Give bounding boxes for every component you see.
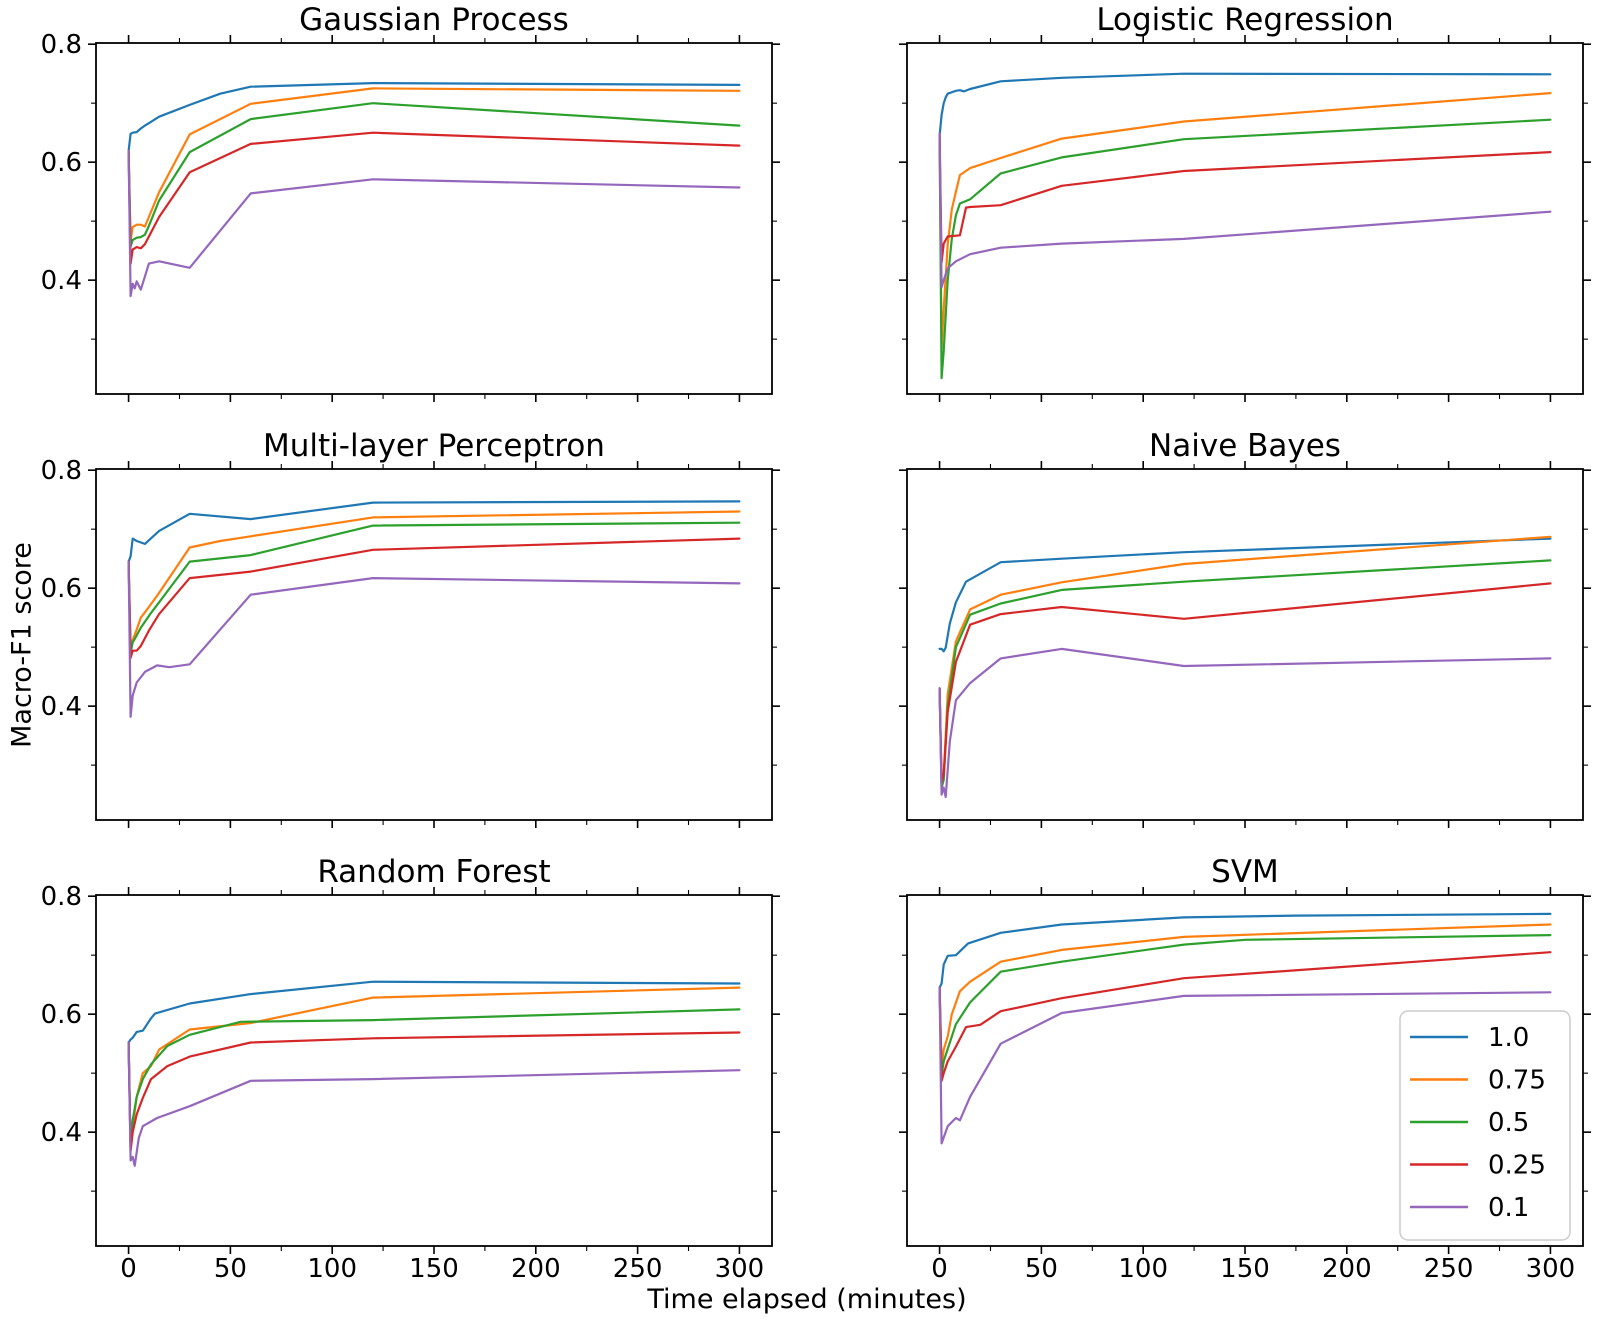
- x-tick-label: 300: [1526, 1254, 1576, 1284]
- y-tick-label: 0.8: [41, 456, 82, 486]
- x-axis-label: Time elapsed (minutes): [647, 1284, 967, 1315]
- panel-title-svm: SVM: [1211, 854, 1279, 890]
- series-line-0.25: [127, 1031, 741, 1153]
- panel-spines: [95, 894, 773, 1247]
- panel-naive-bayes: [899, 461, 1591, 828]
- y-tick-label: 0.6: [41, 574, 82, 604]
- y-tick-label: 0.4: [41, 266, 82, 296]
- y-axis-label: Macro-F1 score: [6, 542, 38, 748]
- x-tick-label: 50: [214, 1254, 247, 1284]
- x-tick-label: 150: [1220, 1254, 1270, 1284]
- series-line-0.1: [938, 647, 1552, 799]
- series-line-1.0: [127, 980, 741, 1044]
- series-line-0.25: [127, 131, 741, 265]
- panel-gaussian-process: 0.4 0.6 0.8: [41, 30, 780, 402]
- y-tick-label: 0.8: [41, 30, 82, 60]
- x-tick-label: 50: [1025, 1254, 1058, 1284]
- panel-title-multi-layer-perceptron: Multi-layer Perceptron: [263, 428, 605, 464]
- series-line-0.25: [938, 582, 1552, 784]
- series-line-0.5: [127, 521, 741, 654]
- legend: 1.0 0.75 0.5 0.25 0.1: [1399, 1010, 1571, 1241]
- series-line-1.0: [127, 500, 741, 563]
- x-tick-label: 250: [1424, 1254, 1474, 1284]
- series-line-1.0: [938, 72, 1552, 137]
- panel-multi-layer-perceptron: 0.4 0.6 0.8: [41, 456, 780, 828]
- panel-spines: [95, 468, 773, 821]
- legend-entry-label: 0.5: [1488, 1108, 1529, 1138]
- series-line-0.5: [127, 1008, 741, 1150]
- panel-title-gaussian-process: Gaussian Process: [299, 2, 569, 38]
- panel-spines: [95, 42, 773, 395]
- x-tick-label: 300: [715, 1254, 765, 1284]
- panel-spines: [906, 42, 1584, 395]
- panel-spines: [906, 468, 1584, 821]
- x-tick-label: 0: [931, 1254, 948, 1284]
- y-tick-label: 0.4: [41, 1118, 82, 1148]
- panel-svm: 0 50 100 150 200 250 300: [899, 887, 1591, 1284]
- series-line-0.1: [938, 132, 1552, 289]
- series-line-0.1: [127, 149, 741, 298]
- panel-title-naive-bayes: Naive Bayes: [1149, 428, 1341, 464]
- series-line-0.5: [127, 102, 741, 248]
- series-line-0.25: [938, 134, 1552, 264]
- x-tick-label: 150: [409, 1254, 459, 1284]
- series-line-0.25: [127, 537, 741, 659]
- panel-random-forest: 0 50 100 150 200 250 300 0.4 0.6 0.8: [41, 882, 780, 1284]
- x-tick-label: 100: [307, 1254, 357, 1284]
- x-tick-label: 200: [1322, 1254, 1372, 1284]
- x-tick-label: 200: [511, 1254, 561, 1284]
- series-line-0.5: [938, 934, 1552, 1077]
- y-tick-label: 0.8: [41, 882, 82, 912]
- x-tick-label: 100: [1118, 1254, 1168, 1284]
- y-tick-label: 0.6: [41, 1000, 82, 1030]
- series-line-0.75: [938, 92, 1552, 350]
- x-tick-label: 0: [120, 1254, 137, 1284]
- series-line-1.0: [127, 82, 741, 153]
- series-line-1.0: [938, 912, 1552, 989]
- series-line-0.5: [938, 118, 1552, 380]
- series-line-0.5: [938, 559, 1552, 789]
- series-line-0.1: [938, 986, 1552, 1145]
- legend-entry-label: 0.1: [1488, 1193, 1529, 1223]
- legend-box: [1399, 1010, 1571, 1241]
- series-line-0.25: [938, 951, 1552, 1082]
- series-line-1.0: [938, 537, 1552, 653]
- legend-entry-label: 1.0: [1488, 1023, 1529, 1053]
- panel-title-logistic-regression: Logistic Regression: [1096, 2, 1394, 38]
- legend-entry-label: 0.25: [1488, 1151, 1546, 1181]
- series-line-0.1: [127, 560, 741, 718]
- x-tick-label: 250: [613, 1254, 663, 1284]
- series-line-0.1: [127, 1041, 741, 1167]
- series-line-0.75: [938, 923, 1552, 1069]
- series-line-0.75: [127, 87, 741, 242]
- legend-entry-label: 0.75: [1488, 1066, 1546, 1096]
- panel-logistic-regression: [899, 35, 1591, 402]
- y-tick-label: 0.6: [41, 148, 82, 178]
- panel-title-random-forest: Random Forest: [317, 854, 551, 890]
- y-tick-label: 0.4: [41, 692, 82, 722]
